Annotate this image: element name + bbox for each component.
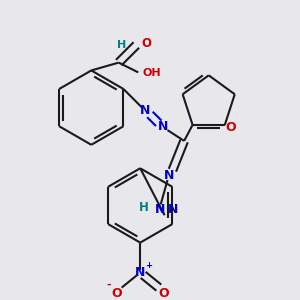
Text: O: O	[158, 287, 169, 300]
Text: N: N	[158, 120, 168, 133]
Text: N: N	[140, 104, 150, 117]
Text: H: H	[117, 40, 126, 50]
Text: N: N	[154, 203, 165, 216]
Text: N: N	[164, 169, 175, 182]
Text: O: O	[225, 121, 236, 134]
Text: N: N	[135, 266, 146, 280]
Text: -: -	[106, 280, 111, 290]
Text: +: +	[146, 261, 152, 270]
Text: O: O	[111, 287, 122, 300]
Text: H: H	[139, 201, 149, 214]
Text: N: N	[168, 203, 178, 216]
Text: O: O	[141, 37, 151, 50]
Text: OH: OH	[142, 68, 161, 78]
